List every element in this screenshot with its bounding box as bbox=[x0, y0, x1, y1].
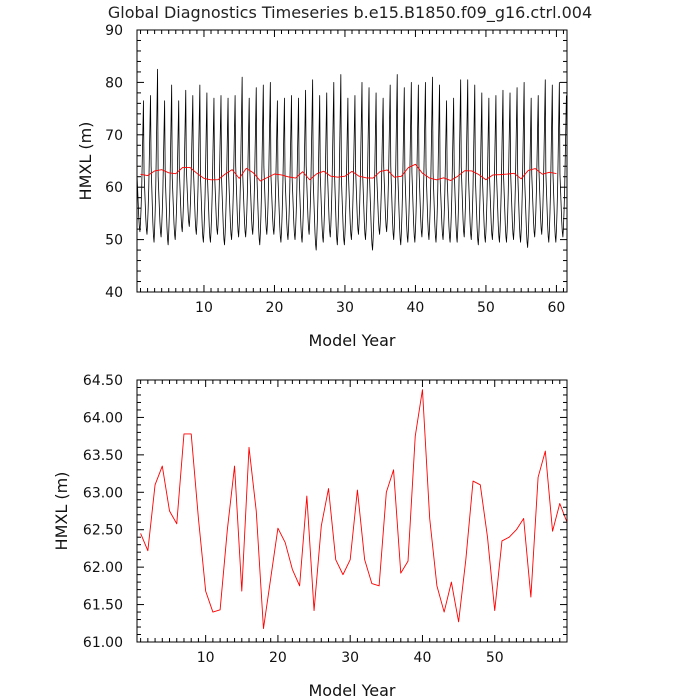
x-tick-label: 10 bbox=[197, 650, 215, 666]
y-tick-label: 62.00 bbox=[83, 560, 123, 576]
x-tick-label: 60 bbox=[548, 300, 566, 316]
annual-mean-series-line bbox=[140, 163, 557, 182]
plot-frame bbox=[136, 29, 568, 293]
y-tick-label: 64.00 bbox=[83, 410, 123, 426]
y-tick-label: 63.00 bbox=[83, 485, 123, 501]
y-tick-label: 70 bbox=[105, 128, 123, 144]
x-tick-label: 40 bbox=[414, 650, 432, 666]
bottom-panel: 10 20 30 40 50 61.00 61.50 62.00 62.50 63.00 63.50… bbox=[52, 373, 568, 700]
y-tick-label: 80 bbox=[105, 75, 123, 91]
x-tick-label: 30 bbox=[336, 300, 354, 316]
x-axis-label: Model Year bbox=[309, 681, 396, 700]
y-tick-label: 64.50 bbox=[83, 373, 123, 389]
y-tick-label: 90 bbox=[105, 23, 123, 39]
plot-area bbox=[140, 389, 567, 629]
x-tick-label: 50 bbox=[477, 300, 495, 316]
x-tick-label: 40 bbox=[407, 300, 425, 316]
y-tick-label: 62.50 bbox=[83, 523, 123, 539]
y-tick-label: 61.50 bbox=[83, 598, 123, 614]
plot-frame bbox=[136, 379, 568, 643]
x-tick-label: 10 bbox=[195, 300, 213, 316]
x-tick-label: 50 bbox=[486, 650, 504, 666]
x-axis-label: Model Year bbox=[309, 331, 396, 350]
y-tick-label: 63.50 bbox=[83, 448, 123, 464]
y-axis-label: HMXL (m) bbox=[52, 472, 71, 551]
y-tick-label: 50 bbox=[105, 233, 123, 249]
plot-area bbox=[137, 68, 567, 251]
x-tick-label: 20 bbox=[269, 650, 287, 666]
x-tick-label: 20 bbox=[266, 300, 284, 316]
x-tick-label: 30 bbox=[341, 650, 359, 666]
y-axis-label: HMXL (m) bbox=[76, 122, 95, 201]
y-tick-label: 40 bbox=[105, 285, 123, 301]
y-tick-label: 61.00 bbox=[83, 635, 123, 651]
top-panel: 10 20 30 40 50 60 40 50 60 70 80 90 Model Year HMXL (… bbox=[76, 23, 568, 350]
monthly-series-line bbox=[137, 68, 567, 251]
annual-mean-series-line bbox=[140, 389, 567, 629]
chart-title: Global Diagnostics Timeseries b.e15.B185… bbox=[108, 3, 592, 23]
y-tick-label: 60 bbox=[105, 180, 123, 196]
